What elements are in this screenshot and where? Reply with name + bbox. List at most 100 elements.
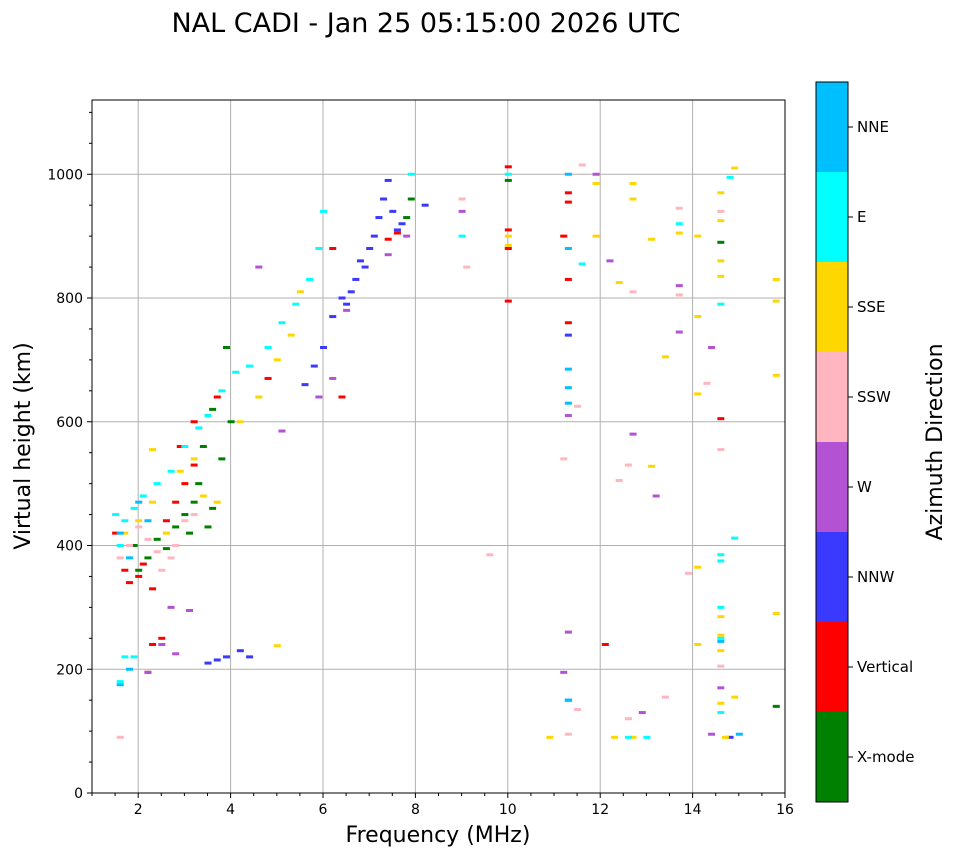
data-point-w <box>458 209 466 213</box>
data-point-vertical <box>338 395 346 399</box>
data-point-x-mode <box>717 240 725 244</box>
data-point-nnw <box>366 247 374 250</box>
data-point-sse <box>717 274 725 278</box>
data-point-w <box>403 234 411 238</box>
data-point-sse <box>694 643 702 646</box>
data-point-e <box>407 172 415 176</box>
data-point-w <box>172 652 180 656</box>
data-point-w <box>675 284 683 288</box>
data-point-nnw <box>421 203 429 207</box>
data-point-w <box>592 172 600 176</box>
data-point-w <box>186 608 194 612</box>
data-point-x-mode <box>209 407 217 411</box>
data-point-w <box>384 253 392 257</box>
data-point-vertical <box>393 231 401 235</box>
colorbar-segment-vertical <box>816 622 848 712</box>
data-point-vertical <box>139 562 147 566</box>
data-point-vertical <box>717 417 725 421</box>
data-point-nnw <box>320 346 327 349</box>
data-point-sse <box>629 182 637 186</box>
colorbar-label: W <box>857 478 872 496</box>
data-point-ssw <box>717 448 725 452</box>
data-point-vertical <box>504 299 512 303</box>
data-point-x-mode <box>209 506 217 510</box>
data-point-sse <box>731 166 739 170</box>
data-point-nne <box>564 698 572 702</box>
data-point-w <box>144 670 152 674</box>
data-point-w <box>167 605 175 609</box>
data-point-w <box>708 346 716 349</box>
x-tick-label: 14 <box>684 802 702 818</box>
data-point-e <box>139 494 147 498</box>
data-point-vertical <box>112 531 120 535</box>
data-point-nnw <box>343 302 351 306</box>
data-point-ssw <box>675 206 683 210</box>
data-point-sse <box>717 615 725 619</box>
data-point-sse <box>772 373 780 377</box>
data-point-sse <box>661 355 669 359</box>
data-points <box>112 163 780 739</box>
data-point-vertical <box>190 420 198 424</box>
data-point-e <box>153 482 161 486</box>
data-point-nne <box>564 247 572 250</box>
data-point-e <box>195 426 203 430</box>
colorbar-label: X-mode <box>857 748 914 766</box>
data-point-x-mode <box>195 482 203 486</box>
data-point-sse <box>721 735 729 739</box>
data-point-sse <box>717 633 725 637</box>
data-point-sse <box>731 695 739 699</box>
data-point-sse <box>694 234 702 238</box>
data-point-e <box>731 536 739 540</box>
data-point-w <box>606 259 614 263</box>
data-point-nnw <box>389 209 397 213</box>
data-point-ssw <box>486 553 494 557</box>
data-point-sse <box>675 231 683 235</box>
data-point-ssw <box>190 513 198 517</box>
data-point-ssw <box>135 525 143 529</box>
data-point-x-mode <box>504 178 512 182</box>
data-point-vertical <box>564 200 572 204</box>
data-point-sse <box>717 701 725 705</box>
data-point-nnw <box>398 222 406 226</box>
data-point-sse <box>611 735 619 739</box>
data-point-w <box>629 432 637 436</box>
data-point-e <box>121 519 129 523</box>
colorbar-title: Azimuth Direction <box>923 343 948 540</box>
data-point-e <box>121 655 129 659</box>
data-point-ssw <box>153 550 161 554</box>
data-point-e <box>624 735 632 739</box>
plot-frame <box>91 99 786 794</box>
data-point-x-mode <box>144 556 152 560</box>
x-tick-label: 8 <box>411 802 420 818</box>
data-point-sse <box>717 219 725 223</box>
data-point-vertical <box>149 643 157 646</box>
data-point-ssw <box>574 707 582 711</box>
chart-title: NAL CADI - Jan 25 05:15:00 2026 UTC <box>171 8 680 39</box>
colorbar-segment-x-mode <box>816 712 848 802</box>
data-point-nne <box>116 531 124 535</box>
data-point-e <box>458 234 466 238</box>
data-point-ssw <box>167 556 175 560</box>
data-point-sse <box>199 494 207 498</box>
data-point-w <box>158 643 166 646</box>
data-point-nnw <box>222 655 230 659</box>
x-tick-label: 10 <box>499 802 517 818</box>
data-point-ssw <box>144 537 152 541</box>
data-point-sse <box>236 420 244 424</box>
data-point-nnw <box>393 228 401 232</box>
data-point-nne <box>564 401 572 405</box>
data-point-sse <box>135 519 143 523</box>
data-point-e <box>232 370 240 374</box>
data-point-vertical <box>564 277 572 281</box>
data-point-nnw <box>301 383 309 387</box>
data-point-sse <box>629 735 637 739</box>
colorbar-segment-nne <box>816 82 848 172</box>
data-point-sse <box>592 182 600 186</box>
data-point-sse <box>162 531 170 535</box>
data-point-e <box>116 544 124 547</box>
data-point-e <box>204 414 212 418</box>
y-axis-ticks: 0 200 400 600 800 1000 <box>47 111 92 802</box>
data-point-vertical <box>564 191 572 195</box>
data-point-ssw <box>172 544 180 547</box>
